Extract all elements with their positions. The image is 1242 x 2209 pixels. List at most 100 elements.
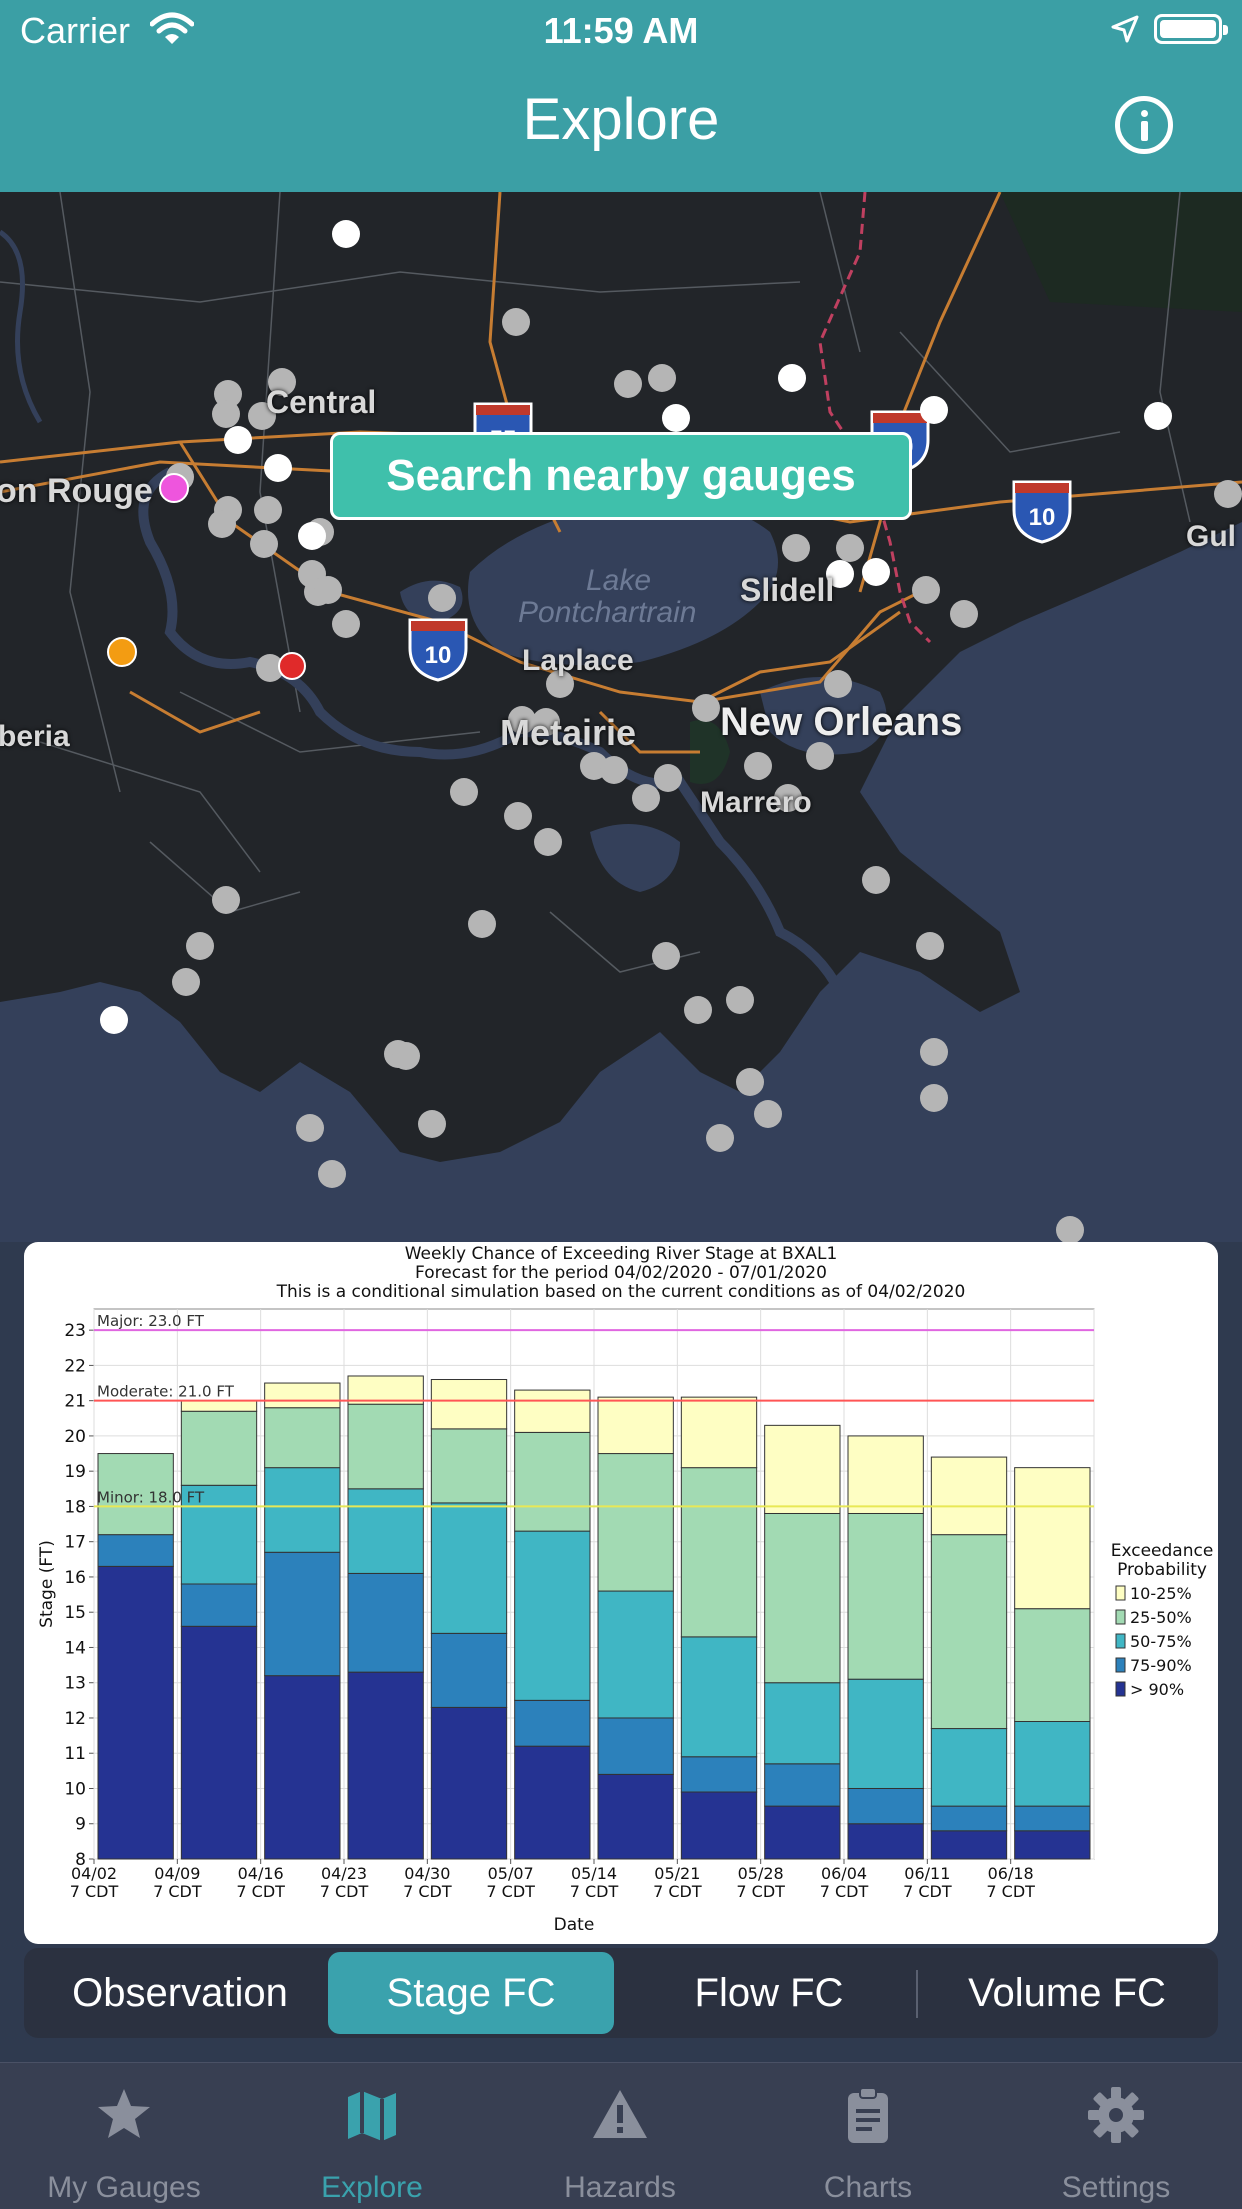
bar-segment-75-90: [264, 1551, 341, 1677]
x-tick-sublabel: 7 CDT: [653, 1882, 702, 1901]
bar-segment-50-75: [514, 1530, 591, 1701]
tab-label: Hazards: [564, 2171, 676, 2204]
search-nearby-gauges-button[interactable]: Search nearby gauges: [330, 432, 912, 520]
x-tick-sublabel: 7 CDT: [903, 1882, 952, 1901]
y-tick-label: 20: [64, 1427, 86, 1447]
map-label-lake: Lake: [586, 564, 652, 597]
bar-segment-75-90: [847, 1787, 924, 1825]
y-tick-label: 21: [64, 1392, 86, 1412]
clipboard-icon: [848, 2087, 888, 2143]
bar-segment-25-50: [264, 1407, 341, 1469]
chart-canvas: Weekly Chance of Exceeding River Stage a…: [37, 1244, 1214, 1935]
map-label-pontchartrain: Pontchartrain: [518, 596, 697, 629]
clock: 11:59 AM: [543, 10, 699, 51]
bar-segment-50-75: [264, 1467, 341, 1553]
bar-segment-75-90: [430, 1632, 508, 1708]
map-view[interactable]: 55 59 10 10: [0, 192, 1242, 1242]
tab-settings[interactable]: Settings: [992, 2063, 1240, 2209]
bar-segment-75-90: [180, 1583, 258, 1627]
x-tick-label: 04/23: [321, 1864, 367, 1883]
bar-segment-10-25: [180, 1400, 258, 1412]
bar-segment-gt90: [347, 1671, 424, 1860]
y-tick-label: 23: [64, 1321, 86, 1341]
bar-segment-gt90: [1014, 1830, 1091, 1860]
chart-plot: 8 9 10 11 12 13 14 15 16 17 18 19 20 21 22 23 Major: 23.…: [37, 1308, 1214, 1935]
segment-observation[interactable]: Observation: [72, 1971, 288, 2015]
bar-segment-10-25: [764, 1424, 841, 1514]
tab-my-gauges[interactable]: My Gauges: [0, 2063, 248, 2209]
y-tick-label: 15: [64, 1603, 86, 1623]
tab-bar: My Gauges Explore Hazards Charts Setting…: [0, 2062, 1242, 2209]
x-tick-sublabel: 7 CDT: [403, 1882, 452, 1901]
bar-segment-gt90: [930, 1830, 1008, 1860]
gauge-marker-pink[interactable]: [159, 473, 189, 503]
legend-swatch: [1115, 1657, 1126, 1673]
bar-segment-25-50: [764, 1512, 841, 1684]
map-label-gulfport: Gul: [1186, 520, 1236, 553]
gauge-marker-red[interactable]: [278, 652, 306, 680]
segment-flow-fc[interactable]: Flow FC: [694, 1971, 844, 2015]
y-tick-label: 10: [64, 1779, 86, 1799]
y-tick-label: 17: [64, 1533, 86, 1553]
battery-icon: [1154, 14, 1228, 44]
threshold-label: Moderate: 21.0 FT: [97, 1383, 235, 1401]
chart-title: Weekly Chance of Exceeding River Stage a…: [405, 1244, 838, 1264]
tab-explore[interactable]: Explore: [248, 2063, 496, 2209]
bar-segment-25-50: [597, 1453, 674, 1592]
bar-segment-75-90: [597, 1717, 674, 1775]
gear-icon: [1088, 2087, 1144, 2143]
y-tick-label: 16: [64, 1568, 86, 1588]
tab-charts[interactable]: Charts: [744, 2063, 992, 2209]
bar-segment-10-25: [597, 1396, 674, 1455]
legend-swatch: [1115, 1633, 1126, 1649]
legend-swatch: [1115, 1609, 1126, 1625]
bar-segment-25-50: [930, 1534, 1008, 1730]
x-tick-label: 04/16: [238, 1864, 284, 1883]
legend-title: Probability: [1117, 1560, 1207, 1580]
bar-segment-25-50: [1014, 1608, 1091, 1722]
y-axis-label: Stage (FT): [37, 1540, 57, 1628]
tab-label: Explore: [321, 2171, 423, 2204]
bar-segment-10-25: [847, 1435, 924, 1514]
bar-segment-10-25: [680, 1396, 758, 1469]
info-icon[interactable]: [1115, 96, 1173, 154]
gauge-marker-orange[interactable]: [107, 637, 137, 667]
bar-segment-75-90: [1014, 1805, 1091, 1832]
svg-text:10: 10: [1029, 504, 1056, 531]
bar-segment-25-50: [180, 1410, 258, 1486]
segment-volume-fc[interactable]: Volume FC: [968, 1971, 1166, 2015]
page-title: Explore: [522, 87, 720, 152]
y-tick-label: 8: [75, 1850, 86, 1870]
map-label-central: Central: [266, 384, 377, 420]
bar-segment-gt90: [847, 1823, 924, 1860]
x-tick-label: 05/14: [571, 1864, 617, 1883]
bar-segment-50-75: [430, 1502, 508, 1634]
tab-label: Charts: [823, 2171, 913, 2204]
tab-hazards[interactable]: Hazards: [496, 2063, 744, 2209]
y-tick-label: 19: [64, 1462, 86, 1482]
x-tick-sublabel: 7 CDT: [70, 1882, 119, 1901]
x-tick-label: 05/21: [654, 1864, 700, 1883]
highway-shield-10-east: 10: [1012, 480, 1072, 544]
y-tick-label: 11: [64, 1744, 86, 1764]
x-tick-label: 05/07: [488, 1864, 534, 1883]
lake-pontchartrain: [468, 500, 778, 666]
bar-segment-10-25: [347, 1375, 424, 1405]
bar-segment-gt90: [597, 1773, 674, 1860]
legend-title: Exceedance: [1111, 1541, 1214, 1561]
bar-segment-50-75: [930, 1728, 1008, 1807]
bar-segment-50-75: [180, 1484, 258, 1585]
segment-stage-fc[interactable]: Stage FC: [328, 1952, 614, 2034]
map-label-slidell: Slidell: [740, 572, 835, 608]
map-label-new-orleans: New Orleans: [720, 700, 963, 744]
x-tick-label: 04/30: [404, 1864, 450, 1883]
bar-segment-gt90: [97, 1565, 174, 1860]
x-tick-label: 06/11: [904, 1864, 950, 1883]
bar-segment-75-90: [97, 1534, 174, 1567]
x-tick-label: 06/18: [988, 1864, 1034, 1883]
y-tick-label: 13: [64, 1674, 86, 1694]
x-tick-sublabel: 7 CDT: [320, 1882, 369, 1901]
gauge-markers-gray[interactable]: [166, 308, 1242, 1242]
stage-forecast-chart: Weekly Chance of Exceeding River Stage a…: [24, 1242, 1218, 1944]
map-icon: [348, 2091, 396, 2141]
